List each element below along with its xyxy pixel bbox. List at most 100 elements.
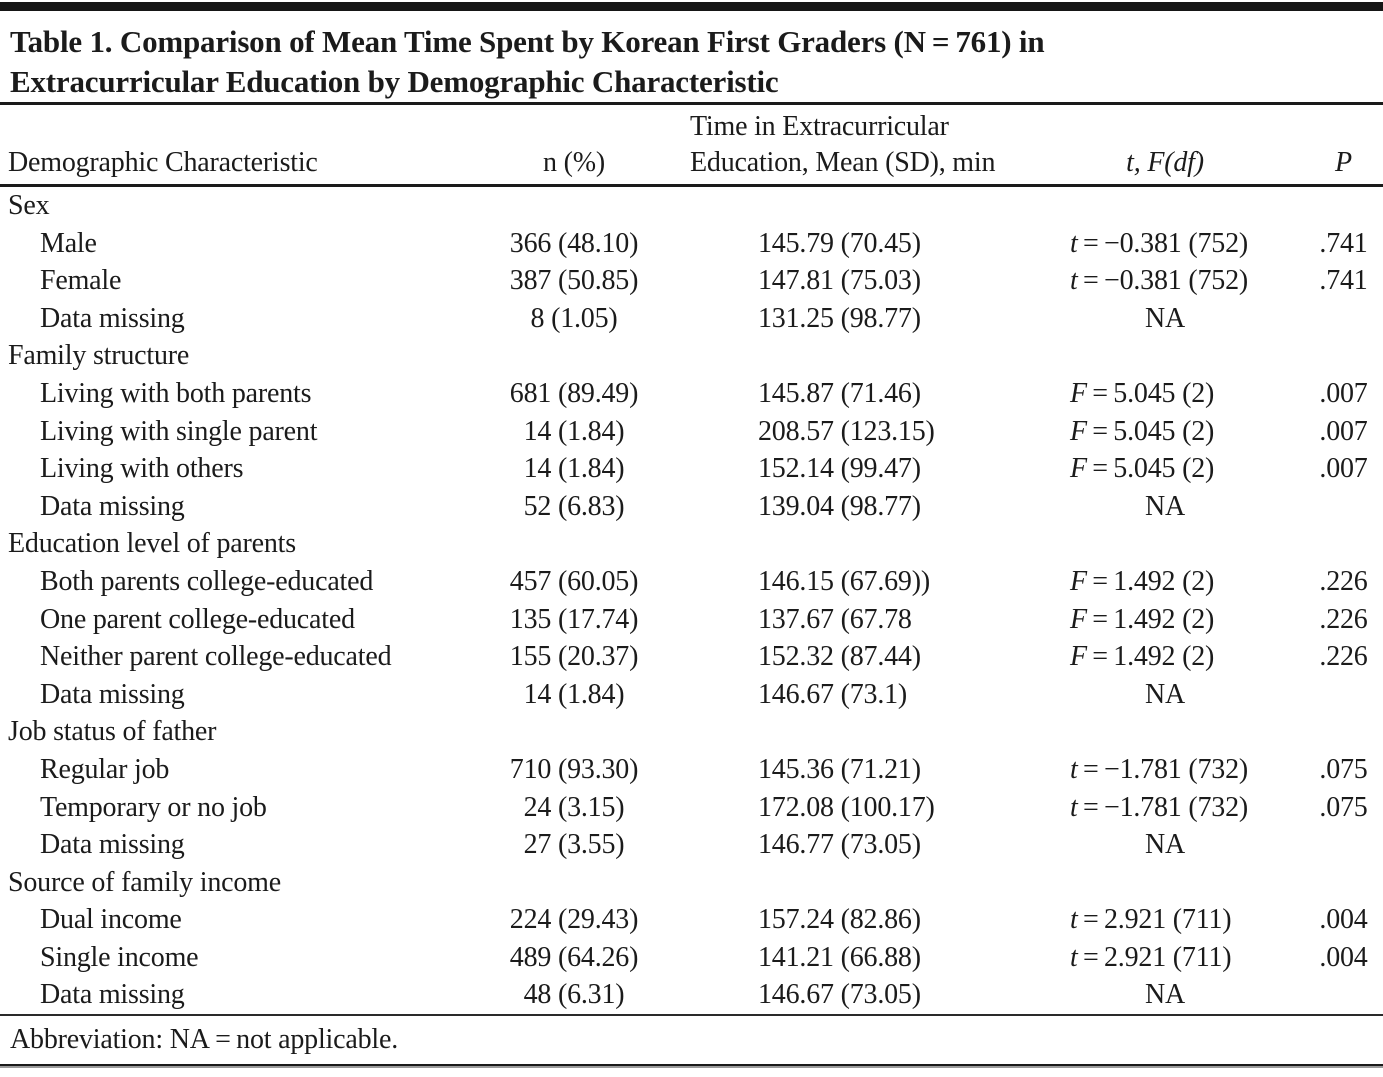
row-label: Dual income (40, 904, 182, 936)
row-label: Female (40, 265, 122, 297)
cell-p: .226 (1319, 565, 1368, 597)
cell-n: 27 (3.55) (523, 829, 625, 861)
cell-time: 146.77 (73.05) (758, 829, 921, 861)
cell-p: .075 (1319, 753, 1368, 785)
cell-time: 146.67 (73.1) (758, 678, 908, 710)
table-title-line1: Table 1. Comparison of Mean Time Spent b… (10, 24, 1045, 59)
row-label: Data missing (40, 490, 185, 522)
cell-time: 147.81 (75.03) (758, 265, 921, 297)
table-footnote: Abbreviation: NA = not applicable. (10, 1024, 398, 1056)
cell-n: 366 (48.10) (509, 227, 639, 259)
table-row-both-college: Both parents college-educated 457 (60.05… (0, 563, 1383, 601)
cell-p: .741 (1319, 265, 1368, 297)
table-bottom-rule (0, 1064, 1383, 1069)
cell-stat: F = 1.492 (2) (1070, 641, 1215, 673)
section-label: Sex (8, 190, 50, 221)
cell-stat: F = 1.492 (2) (1070, 603, 1215, 635)
cell-time: 137.67 (67.78 (758, 603, 912, 635)
table-title-line2: Extracurricular Education by Demographic… (10, 64, 779, 99)
cell-time: 152.32 (87.44) (758, 641, 921, 673)
footnote-separator-rule (0, 1014, 1383, 1017)
section-row-education-level: Education level of parents (0, 525, 1383, 563)
cell-p: .004 (1319, 941, 1368, 973)
row-label: Living with others (40, 453, 244, 485)
cell-stat: NA (1144, 829, 1186, 861)
col-header-demographic: Demographic Characteristic (8, 147, 318, 178)
table-row-temporary-job: Temporary or no job 24 (3.15) 172.08 (10… (0, 789, 1383, 827)
title-separator-rule (0, 102, 1383, 105)
cell-time: 131.25 (98.77) (758, 302, 921, 334)
cell-stat: t = −1.781 (732) (1070, 791, 1249, 823)
row-label: Data missing (40, 979, 185, 1011)
cell-time: 145.87 (71.46) (758, 377, 921, 409)
cell-stat: F = 5.045 (2) (1070, 415, 1215, 447)
cell-p (1310, 826, 1377, 864)
col-header-time-line2: Education, Mean (SD), min (690, 147, 996, 178)
section-row-sex: Sex (0, 187, 1383, 225)
cell-n: 681 (89.49) (509, 377, 639, 409)
cell-p (1310, 300, 1377, 338)
table-row-both-parents: Living with both parents 681 (89.49) 145… (0, 375, 1383, 413)
cell-n: 48 (6.31) (523, 979, 625, 1011)
cell-stat: NA (1144, 979, 1186, 1011)
cell-n: 710 (93.30) (509, 753, 639, 785)
cell-n: 24 (3.15) (523, 791, 625, 823)
cell-p: .741 (1319, 227, 1368, 259)
table-title: Table 1. Comparison of Mean Time Spent b… (0, 11, 1383, 102)
row-label: Data missing (40, 829, 185, 861)
row-label: Regular job (40, 753, 170, 785)
cell-n: 224 (29.43) (509, 904, 639, 936)
row-label: Male (40, 227, 97, 259)
section-label: Job status of father (8, 716, 217, 748)
table-header-row: Demographic Characteristic n (%) Time in… (0, 105, 1383, 184)
col-header-time-line1: Time in Extracurricular (690, 111, 949, 142)
table-row-education-missing: Data missing 14 (1.84) 146.67 (73.1) NA (0, 676, 1383, 714)
cell-time: 145.79 (70.45) (758, 227, 921, 259)
cell-p: .007 (1319, 377, 1368, 409)
cell-time: 172.08 (100.17) (758, 791, 935, 823)
cell-n: 14 (1.84) (523, 453, 625, 485)
cell-time: 139.04 (98.77) (758, 490, 921, 522)
table-row-single-income: Single income 489 (64.26) 141.21 (66.88)… (0, 939, 1383, 977)
cell-time: 152.14 (99.47) (758, 453, 921, 485)
cell-p: .226 (1319, 603, 1368, 635)
table-row-income-missing: Data missing 48 (6.31) 146.67 (73.05) NA (0, 976, 1383, 1014)
cell-stat: t = −0.381 (752) (1070, 227, 1249, 259)
col-header-n: n (%) (543, 147, 605, 178)
table-row-neither-college: Neither parent college-educated 155 (20.… (0, 638, 1383, 676)
cell-p: .007 (1319, 415, 1368, 447)
row-label: Living with single parent (40, 415, 318, 447)
cell-n: 52 (6.83) (523, 490, 625, 522)
cell-p (1310, 976, 1377, 1014)
cell-stat: F = 5.045 (2) (1070, 453, 1215, 485)
row-label: Living with both parents (40, 377, 312, 409)
table-row-female: Female 387 (50.85) 147.81 (75.03) t = −0… (0, 262, 1383, 300)
cell-stat: NA (1144, 678, 1186, 710)
section-label: Source of family income (8, 866, 281, 898)
cell-p: .004 (1319, 904, 1368, 936)
table-row-family-missing: Data missing 52 (6.83) 139.04 (98.77) NA (0, 488, 1383, 526)
row-label: One parent college-educated (40, 603, 355, 635)
cell-p: .007 (1319, 453, 1368, 485)
cell-n: 8 (1.05) (530, 302, 618, 334)
cell-stat: NA (1144, 490, 1186, 522)
row-label: Data missing (40, 678, 185, 710)
table-top-rule (0, 2, 1383, 11)
table-row-single-parent: Living with single parent 14 (1.84) 208.… (0, 413, 1383, 451)
section-label: Education level of parents (8, 528, 296, 560)
cell-n: 457 (60.05) (509, 565, 639, 597)
row-label: Neither parent college-educated (40, 641, 392, 673)
col-header-stat: t, F(df) (1126, 147, 1204, 178)
table-row-sex-missing: Data missing 8 (1.05) 131.25 (98.77) NA (0, 300, 1383, 338)
section-label: Family structure (8, 340, 190, 372)
row-label: Temporary or no job (40, 791, 267, 823)
section-row-income-source: Source of family income (0, 864, 1383, 902)
cell-stat: t = 2.921 (711) (1070, 941, 1232, 973)
header-separator-rule (0, 184, 1383, 187)
cell-n: 155 (20.37) (509, 641, 639, 673)
table-row-dual-income: Dual income 224 (29.43) 157.24 (82.86) t… (0, 901, 1383, 939)
table-row-regular-job: Regular job 710 (93.30) 145.36 (71.21) t… (0, 751, 1383, 789)
cell-n: 14 (1.84) (523, 415, 625, 447)
cell-n: 387 (50.85) (509, 265, 639, 297)
